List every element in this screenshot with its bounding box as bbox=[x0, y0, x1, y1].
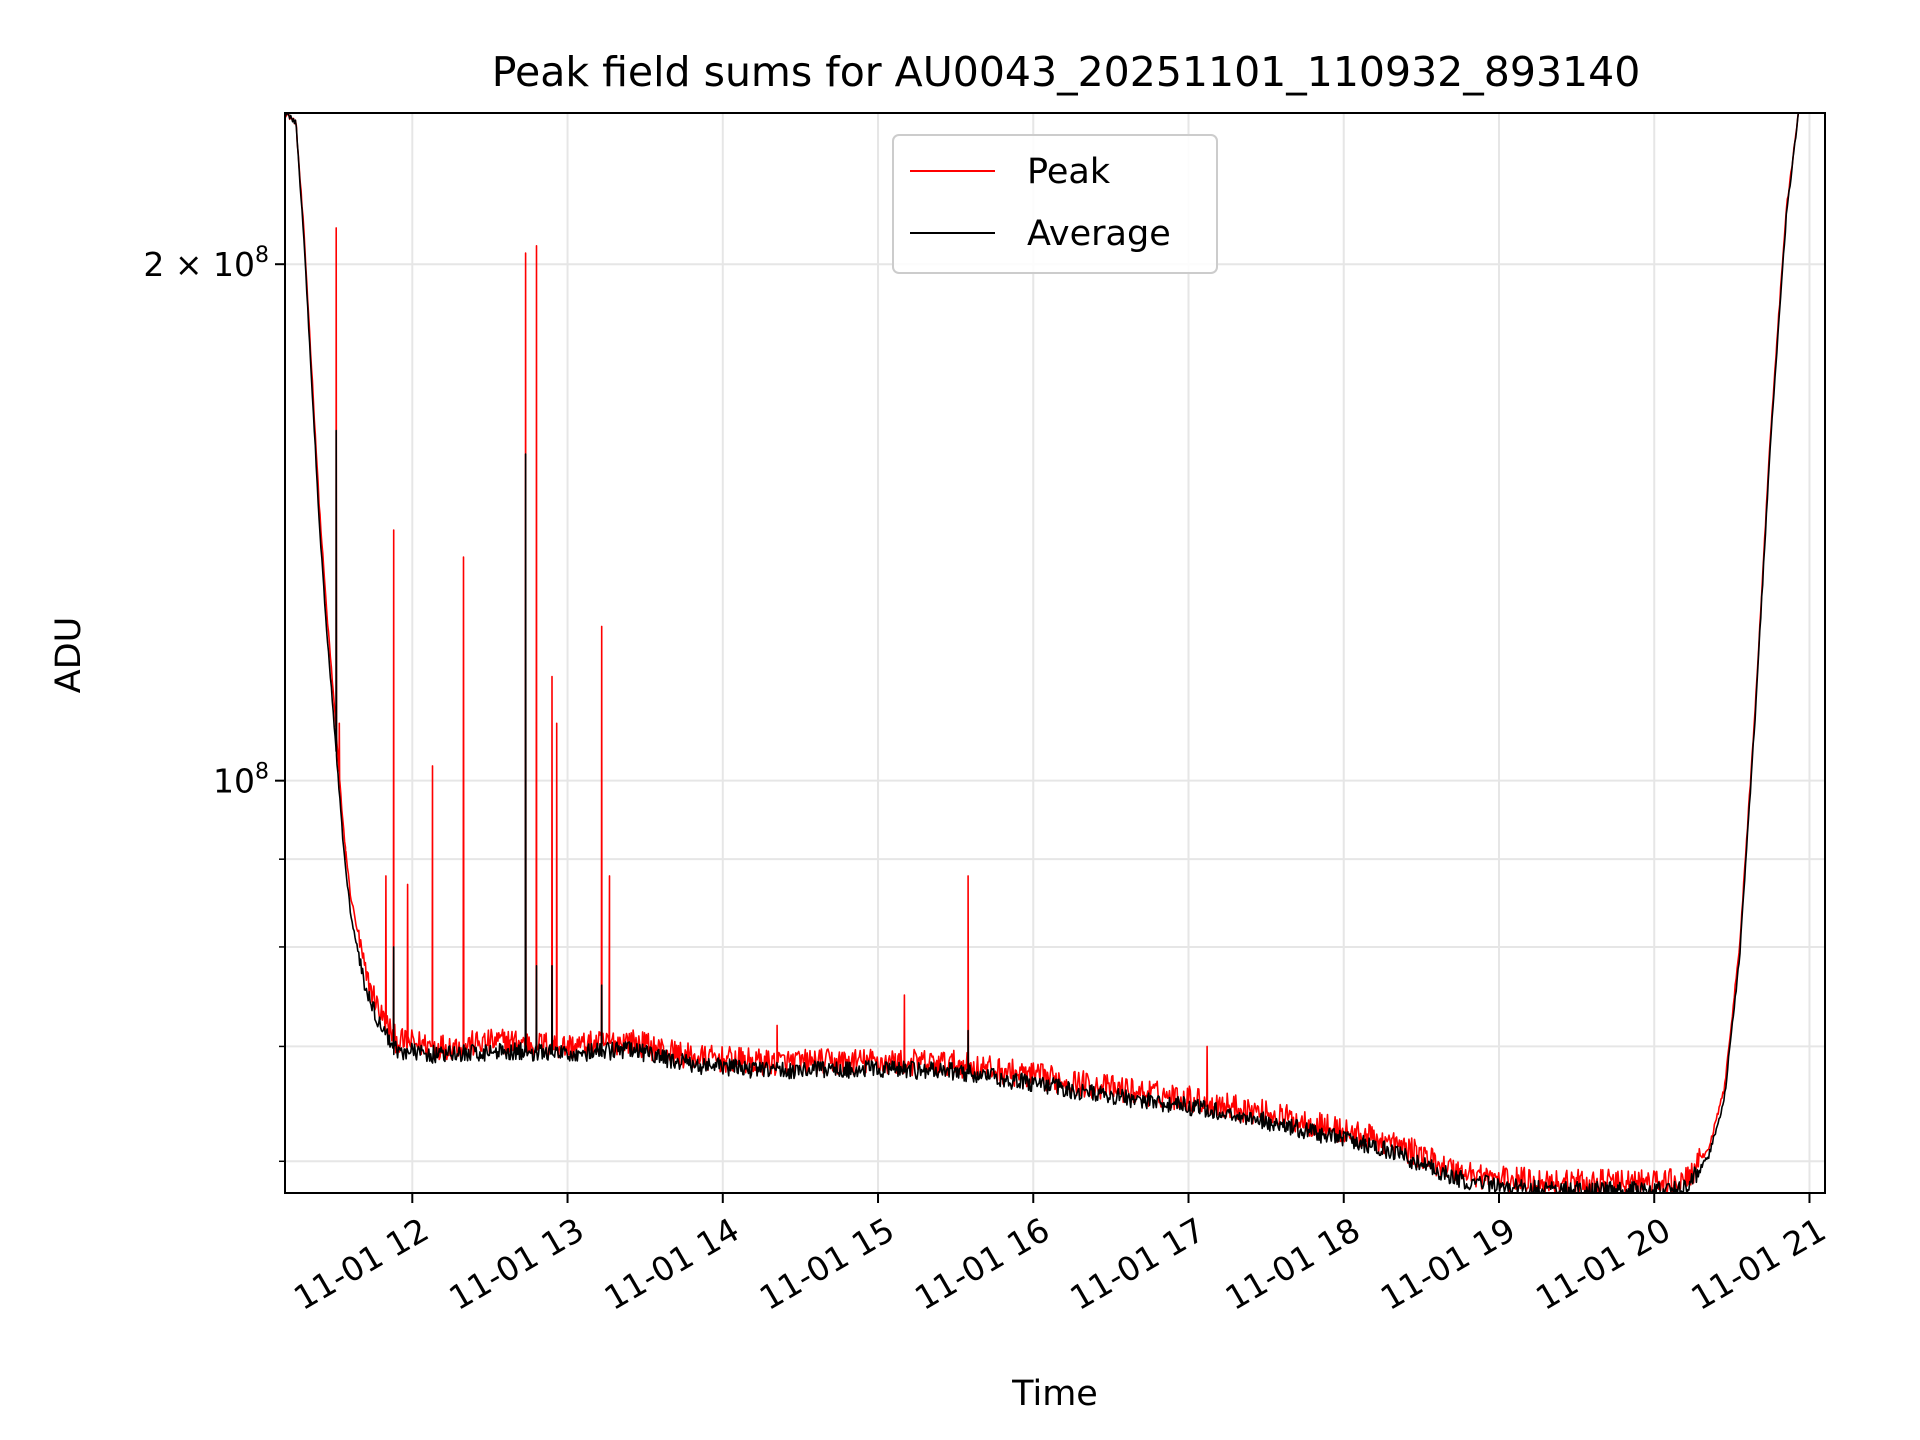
legend-box bbox=[892, 134, 1218, 274]
grid-lines bbox=[285, 113, 1825, 1193]
series-layer bbox=[285, 113, 1800, 1193]
y-axis-label: ADU bbox=[49, 617, 89, 694]
y-tick-label: 108 bbox=[213, 760, 269, 801]
legend: Peak Average bbox=[892, 134, 1218, 274]
chart-title: Peak field sums for AU0043_20251101_1109… bbox=[492, 48, 1641, 96]
legend-label-peak: Peak bbox=[1027, 152, 1111, 192]
plot-frame bbox=[284, 112, 1826, 1194]
series-line-average bbox=[285, 113, 1800, 1193]
legend-label-average: Average bbox=[1027, 214, 1171, 254]
y-tick-label: 2 × 108 bbox=[143, 243, 269, 284]
x-axis-label: Time bbox=[1011, 1374, 1098, 1414]
